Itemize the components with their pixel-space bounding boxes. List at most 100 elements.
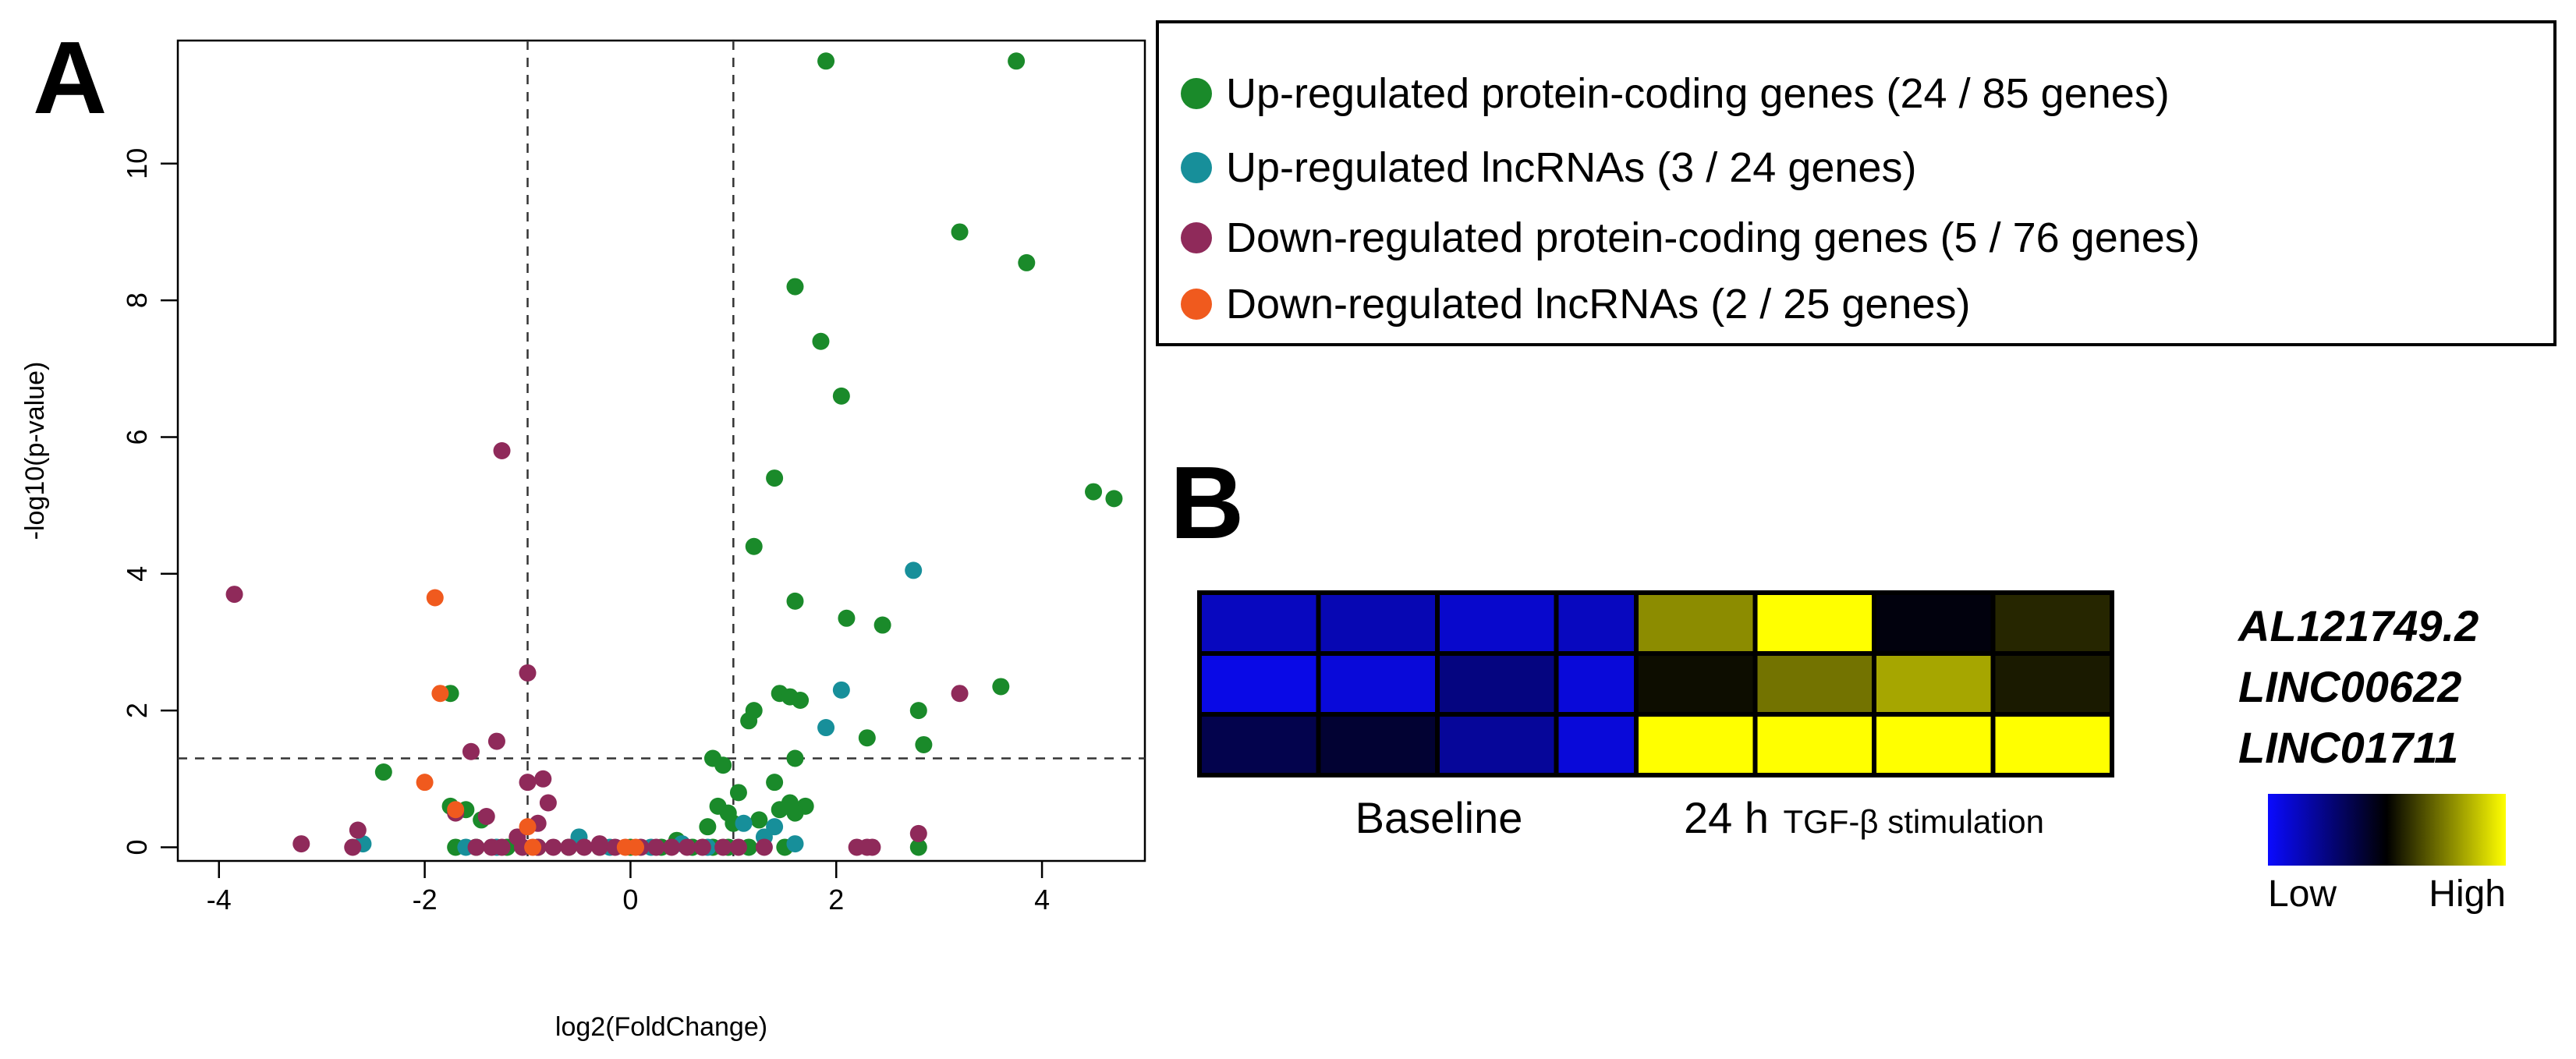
color-scale-high-label: High [2429,873,2506,915]
point-up_pc [992,678,1010,696]
plot-frame [176,39,1146,862]
point-down_pc [344,838,362,856]
point-down_pc [534,770,552,788]
heatmap-cell [1995,717,2110,773]
color-scale-low-label: Low [2268,873,2337,915]
point-up_lnc [817,719,835,737]
heatmap-cell [1320,656,1435,712]
x-tick-label: -2 [413,884,438,916]
y-tick-label: 0 [121,839,153,855]
row-label-2: LINC01711 [2238,723,2458,772]
legend-label-down-protein-coding: Down-regulated protein-coding genes (5 /… [1226,214,2200,261]
point-up_lnc [735,814,753,832]
x-tick-label: 2 [828,884,844,916]
point-up_pc [915,735,933,753]
heatmap-cell [1876,656,1991,712]
legend-marker-up-protein-coding [1181,78,1212,109]
point-down_pc [493,838,511,856]
point-down_pc [951,685,969,703]
point-down_lnc [431,685,449,703]
y-tick-label: 6 [121,429,153,444]
point-up_pc [909,702,927,720]
heatmap-cell [1757,656,1872,712]
point-down_pc [544,838,562,856]
y-tick-label: 4 [121,566,153,582]
point-down_pc [539,794,557,812]
group-label-tgf: 24 h TGF-β stimulation [1684,793,2044,842]
legend-marker-up-lncrna [1181,152,1212,183]
heatmap-cell [1757,717,1872,773]
heatmap-cell [1639,656,1753,712]
point-up_pc [766,469,784,487]
point-down_pc [909,824,927,842]
point-up_pc [786,804,804,822]
point-down_pc [477,808,495,826]
heatmap-cell [1440,656,1554,712]
group-label-tgf-condition: TGF-β stimulation [1783,803,2044,840]
point-up_pc [909,838,927,856]
point-down_pc [647,838,665,856]
point-up_pc [1105,490,1123,508]
point-down_pc [714,838,732,856]
heatmap-cell [1202,717,1316,773]
point-up_pc [740,712,758,730]
y-tick-label: 10 [121,148,153,179]
point-up_pc [817,52,835,70]
point-down_pc [519,664,537,682]
group-label-tgf-time: 24 h [1684,793,1769,842]
point-down_pc [462,742,480,760]
heatmap-cell [1876,717,1991,773]
legend-marker-down-protein-coding [1181,222,1212,253]
heatmap-cell [1757,595,1872,651]
legend-label-up-lncrna: Up-regulated lncRNAs (3 / 24 genes) [1226,144,1916,191]
point-up_lnc [786,835,804,853]
group-label-baseline: Baseline [1355,793,1523,842]
point-down_pc [467,838,485,856]
point-down_pc [225,586,243,604]
point-up_pc [832,387,850,405]
point-down_pc [863,838,881,856]
legend-frame [1156,20,2557,346]
heatmap-cell [1202,595,1316,651]
point-up_pc [1018,253,1036,271]
point-down_pc [693,838,711,856]
data-points [225,52,1123,856]
point-up_pc [792,691,810,709]
row-label-0: AL121749.2 [2237,601,2479,650]
heatmap-cell [1202,656,1316,712]
x-tick-label: 0 [622,884,638,916]
x-tick-label: 4 [1034,884,1050,916]
legend-marker-down-lncrna [1181,289,1212,320]
point-down_pc [663,838,681,856]
threshold-lines [178,41,1145,861]
point-down_lnc [426,589,444,607]
point-up_pc [1085,483,1103,501]
point-up_pc [858,729,876,747]
point-up_lnc [905,561,923,579]
point-down_pc [755,838,773,856]
heatmap-cell [1995,656,2110,712]
point-down_lnc [447,801,465,819]
point-down_pc [349,821,367,839]
legend: Up-regulated protein-coding genes (24 / … [1156,20,2557,346]
point-down_lnc [416,774,434,792]
point-down_pc [487,732,505,750]
point-up_lnc [832,681,850,699]
point-down_pc [560,838,578,856]
color-scale-bar [2268,794,2506,866]
point-down_lnc [524,838,542,856]
axis-ticks: -4 -2 0 2 4 0 2 4 6 8 10 [121,148,1050,916]
point-up_pc [766,774,784,792]
point-up_pc [786,592,804,610]
point-down_pc [678,838,696,856]
point-down_lnc [627,838,645,856]
heatmap-cell [1639,717,1753,773]
point-down_pc [292,835,310,853]
y-tick-label: 8 [121,292,153,308]
point-down_pc [519,774,537,792]
heatmap-cell [1320,717,1435,773]
point-up_pc [1008,52,1026,70]
panel-b-letter: B [1170,445,1244,560]
point-down_pc [493,442,511,459]
